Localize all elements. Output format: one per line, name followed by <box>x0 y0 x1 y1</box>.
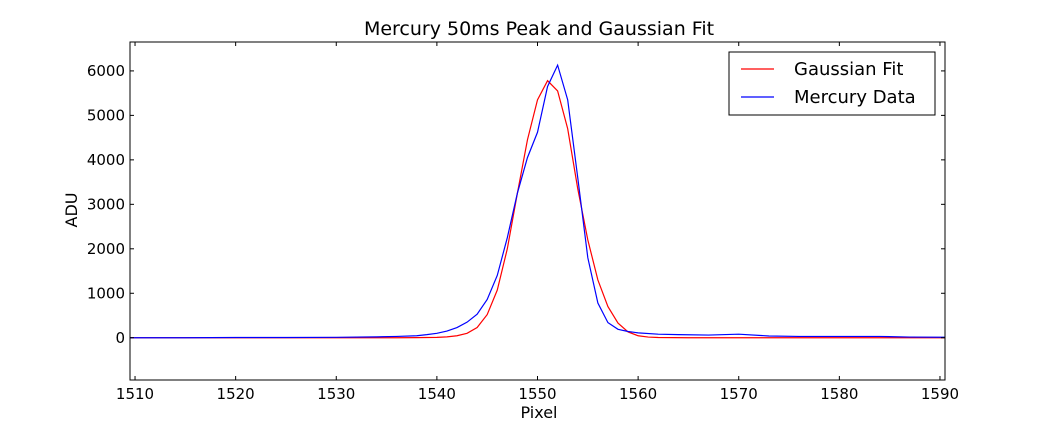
y-tick-label: 0 <box>115 329 125 347</box>
plot-area: 1510 1520 1530 1540 1550 1560 1570 1580 1590 0 100… <box>87 41 959 403</box>
y-tick-label: 1000 <box>87 284 125 302</box>
series-line-1 <box>130 63 945 339</box>
x-tick-label: 1560 <box>619 385 657 403</box>
x-tick-label: 1510 <box>116 385 154 403</box>
x-tick-label: 1590 <box>921 385 959 403</box>
legend-box <box>728 51 936 116</box>
legend-label: Mercury Data <box>794 87 916 108</box>
x-tick-label: 1570 <box>720 385 758 403</box>
legend-label: Gaussian Fit <box>794 59 903 80</box>
y-tick-label: 4000 <box>87 151 125 169</box>
series-line-0 <box>130 79 945 339</box>
x-axis-label: Pixel <box>520 403 557 421</box>
x-tick-label: 1520 <box>217 385 255 403</box>
x-tick-label: 1580 <box>820 385 858 403</box>
y-tick-label: 2000 <box>87 240 125 258</box>
chart-title: Mercury 50ms Peak and Gaussian Fit <box>364 18 714 40</box>
x-tick-label: 1540 <box>418 385 456 403</box>
x-tick-label: 1530 <box>317 385 355 403</box>
y-tick-label: 3000 <box>87 195 125 213</box>
legend: Gaussian Fit Mercury Data <box>728 51 936 116</box>
y-tick-label: 5000 <box>87 106 125 124</box>
y-axis-label: ADU <box>62 193 81 228</box>
y-tick-label: 6000 <box>87 62 125 80</box>
x-tick-label: 1550 <box>518 385 556 403</box>
